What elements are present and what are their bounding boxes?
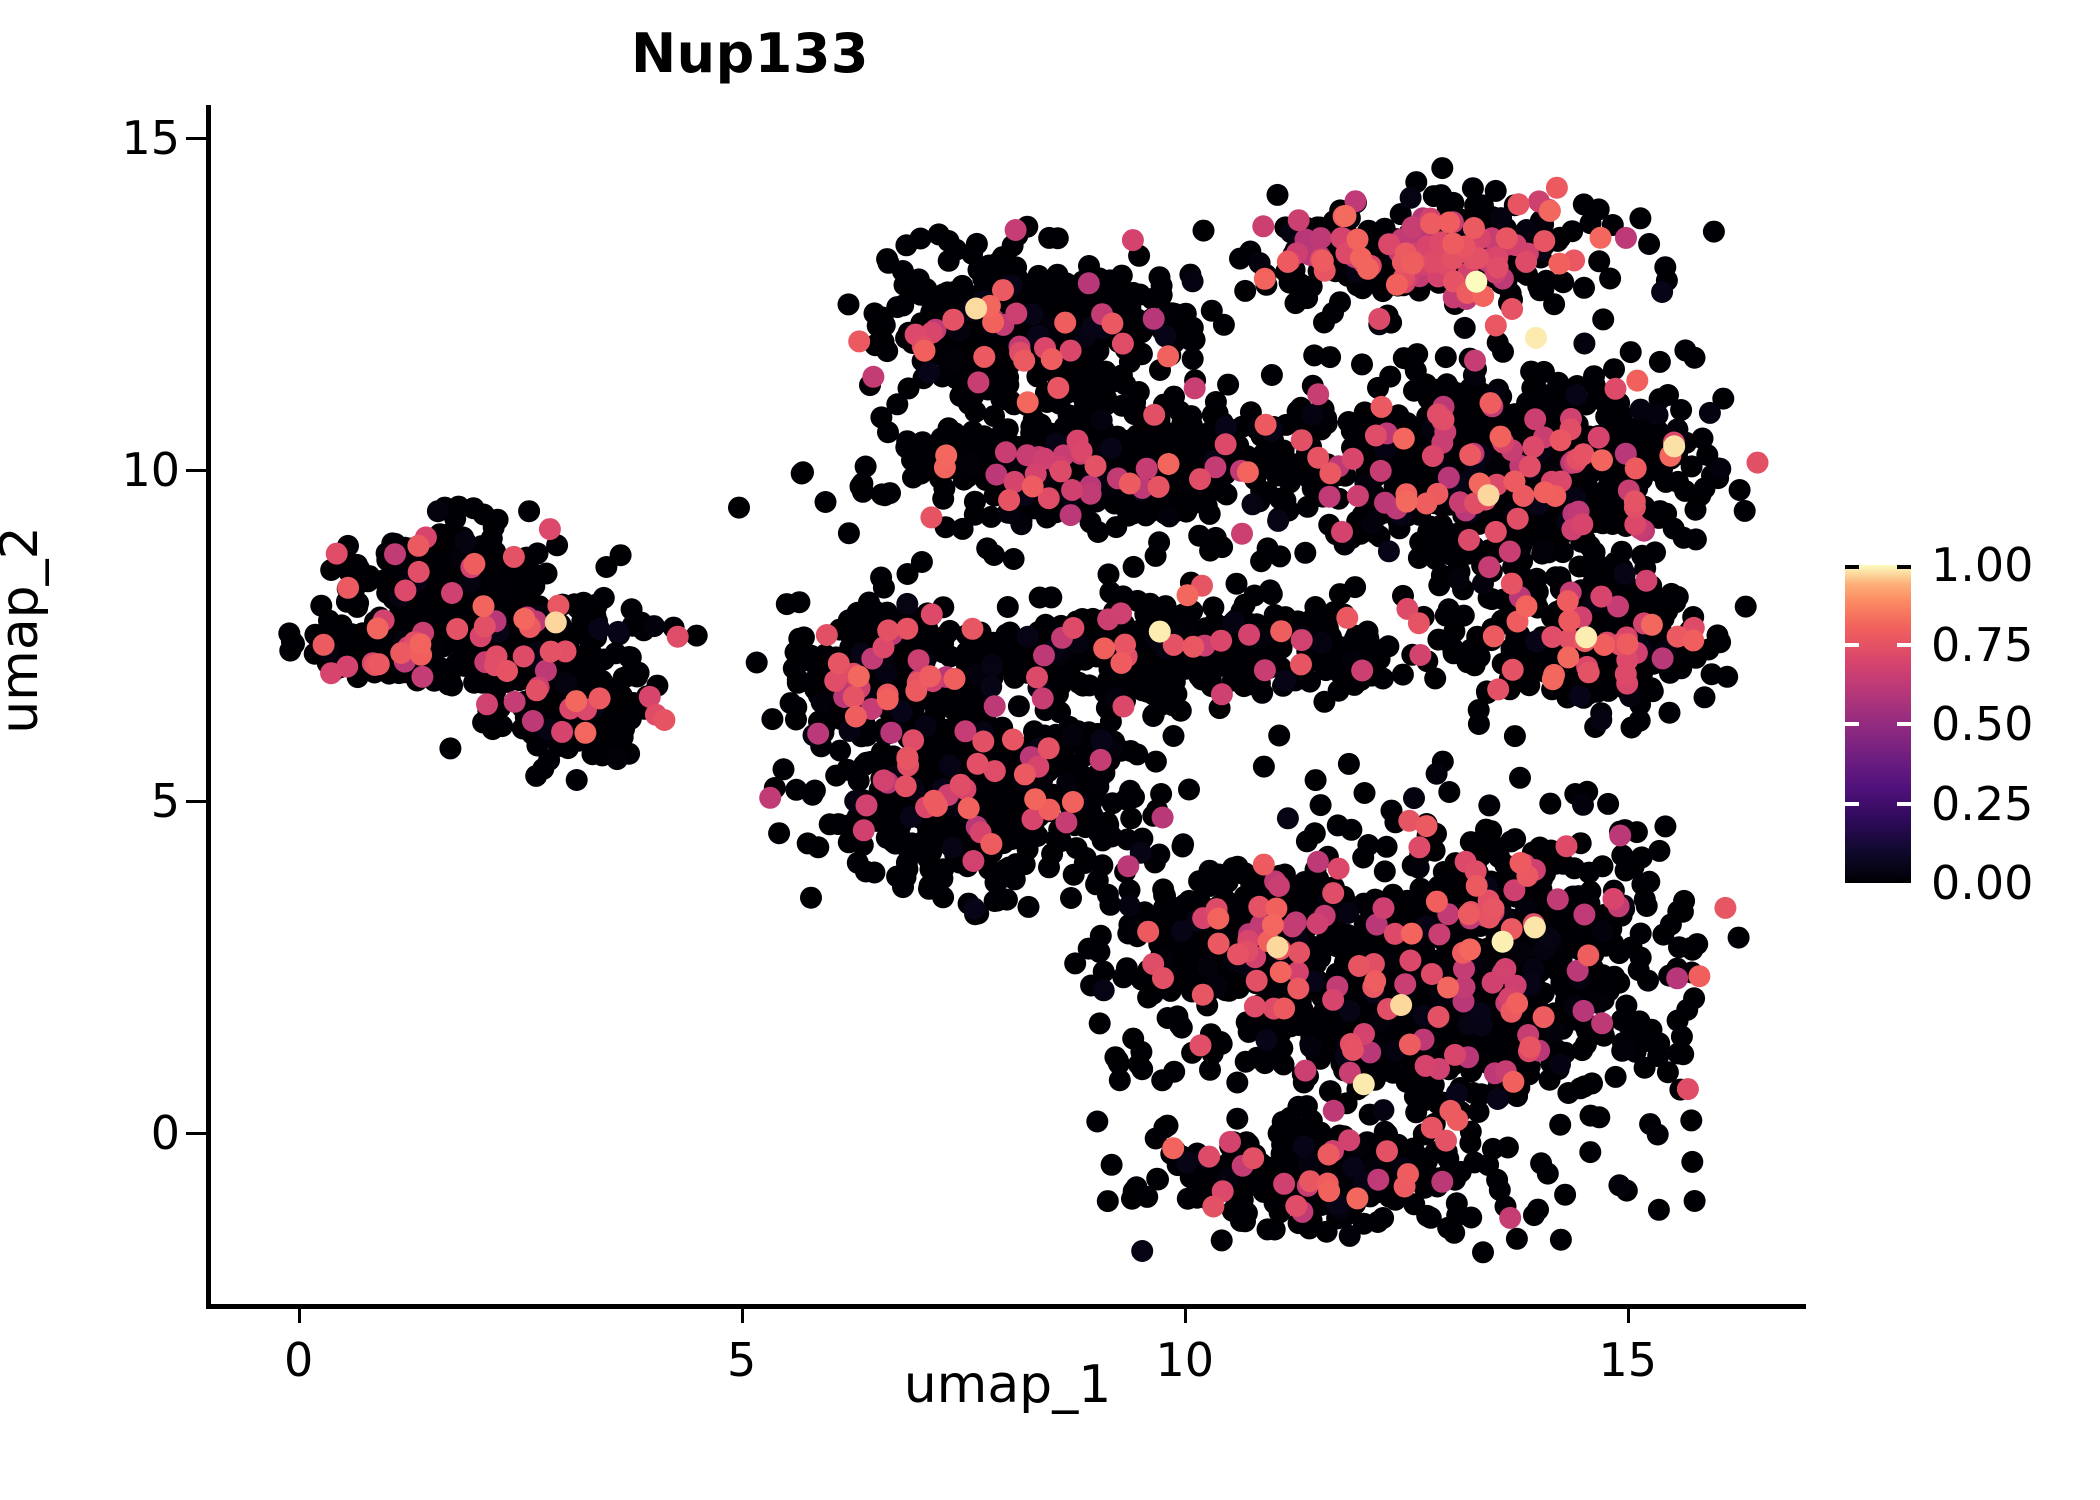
scatter-layer <box>210 105 1805 1305</box>
colorbar-tick-mark <box>1845 565 1859 569</box>
colorbar-tick-mark <box>1845 801 1859 806</box>
page-title: Nup133 <box>630 22 869 85</box>
x-tick-mark <box>1183 1305 1187 1323</box>
y-tick-mark <box>186 800 208 804</box>
colorbar-tick-mark <box>1897 642 1911 647</box>
colorbar-tick-label: 0.75 <box>1931 617 2034 672</box>
colorbar-tick-mark <box>1845 879 1859 883</box>
y-tick-mark <box>186 137 208 141</box>
x-tick-mark <box>297 1305 301 1323</box>
colorbar-tick-mark <box>1845 722 1859 726</box>
y-axis-label: umap_2 <box>0 526 50 734</box>
colorbar-tick-label: 1.00 <box>1931 538 2034 592</box>
x-tick-label: 0 <box>283 1333 314 1387</box>
x-tick-label: 15 <box>1598 1333 1658 1387</box>
colorbar-tick-mark <box>1897 565 1911 569</box>
y-tick-label: 0 <box>150 1105 180 1160</box>
y-tick-label: 10 <box>121 442 180 497</box>
y-tick-label: 5 <box>150 774 180 829</box>
x-tick-label: 10 <box>1155 1333 1214 1387</box>
y-tick-mark <box>186 1131 208 1135</box>
y-tick-label: 15 <box>121 111 180 166</box>
x-tick-label: 5 <box>727 1333 757 1387</box>
scatter-points <box>278 157 1769 1264</box>
colorbar-tick-mark <box>1897 801 1911 806</box>
y-tick-mark <box>186 468 208 472</box>
colorbar-tick-mark <box>1897 879 1911 883</box>
colorbar-tick-mark <box>1897 722 1911 726</box>
plot-axes: 0 5 10 15 0 5 10 15 <box>121 105 1806 1387</box>
x-axis-spine <box>206 1304 1806 1309</box>
y-axis-spine <box>206 105 211 1305</box>
x-tick-mark <box>1626 1305 1630 1323</box>
colorbar-tick-label: 0.25 <box>1931 776 2034 831</box>
x-tick-mark <box>740 1305 744 1323</box>
colorbar-tick-label: 0.00 <box>1931 856 2034 910</box>
colorbar-tick-label: 0.50 <box>1931 697 2034 751</box>
colorbar-tick-mark <box>1845 642 1859 647</box>
x-axis-label: umap_1 <box>903 1355 1112 1415</box>
